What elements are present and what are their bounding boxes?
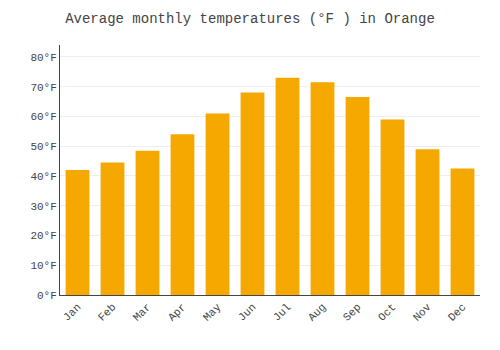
svg-text:Feb: Feb — [96, 301, 118, 323]
svg-text:80°F: 80°F — [30, 52, 56, 64]
svg-text:50°F: 50°F — [30, 141, 56, 153]
svg-text:Mar: Mar — [131, 301, 153, 323]
svg-text:Aug: Aug — [306, 301, 328, 323]
svg-text:Dec: Dec — [446, 301, 468, 323]
svg-text:40°F: 40°F — [30, 171, 56, 183]
svg-text:Jan: Jan — [61, 301, 83, 323]
svg-text:20°F: 20°F — [30, 230, 56, 242]
svg-text:0°F: 0°F — [37, 290, 57, 302]
svg-text:70°F: 70°F — [30, 82, 56, 94]
svg-text:May: May — [201, 301, 224, 324]
svg-text:Oct: Oct — [376, 301, 398, 323]
svg-text:Apr: Apr — [166, 301, 188, 323]
svg-text:Sep: Sep — [341, 301, 363, 323]
svg-text:60°F: 60°F — [30, 111, 56, 123]
svg-text:10°F: 10°F — [30, 260, 56, 272]
svg-text:Average monthly temperatures (: Average monthly temperatures (°F ) in Or… — [65, 11, 435, 27]
svg-text:Jun: Jun — [236, 301, 258, 323]
svg-text:Jul: Jul — [271, 301, 293, 323]
svg-text:Nov: Nov — [411, 301, 434, 324]
svg-text:30°F: 30°F — [30, 201, 56, 213]
